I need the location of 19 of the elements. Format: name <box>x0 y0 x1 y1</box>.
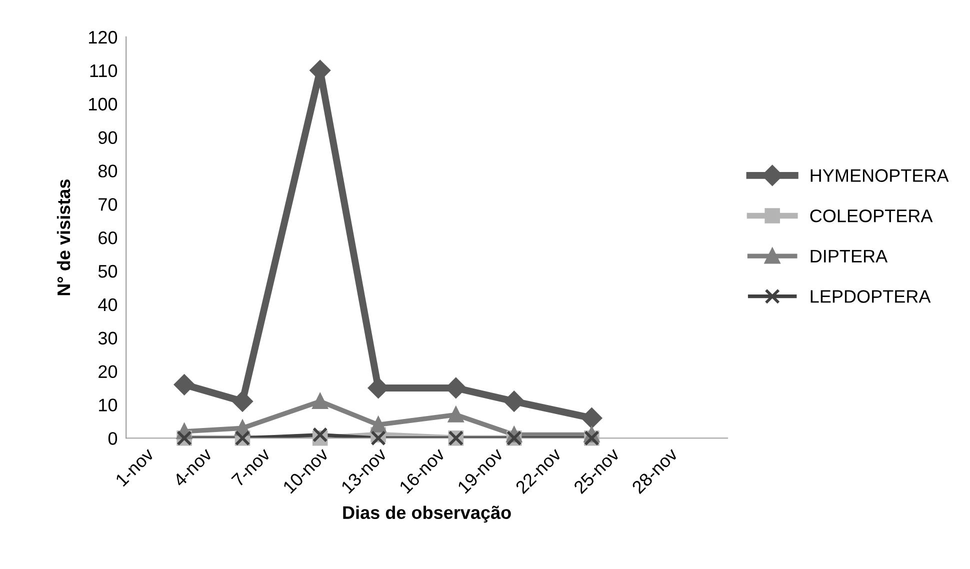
y-axis-title: N° de visistas <box>56 179 70 296</box>
y-tick-label: 0 <box>108 432 118 445</box>
y-tick-label: 50 <box>98 264 118 278</box>
y-tick-label: 90 <box>98 131 118 144</box>
y-tick-label: 120 <box>89 30 118 44</box>
y-tick-label: 20 <box>98 365 118 378</box>
y-tick-label: 10 <box>99 398 118 412</box>
legend-label: HYMENOPTERA <box>810 169 949 182</box>
legend-label: COLEOPTERA <box>810 209 933 222</box>
x-axis-title: Dias de observação <box>343 506 511 523</box>
y-tick-label: 40 <box>98 298 118 312</box>
y-tick-label: 100 <box>89 98 118 111</box>
y-tick-label: 70 <box>98 198 118 211</box>
legend-label: LEPDOPTERA <box>810 290 931 303</box>
legend-label: DIPTERA <box>810 250 888 262</box>
y-tick-label: 80 <box>98 164 118 178</box>
y-tick-label: 110 <box>90 64 118 78</box>
y-tick-label: 30 <box>98 332 118 345</box>
y-tick-label: 60 <box>98 231 118 244</box>
